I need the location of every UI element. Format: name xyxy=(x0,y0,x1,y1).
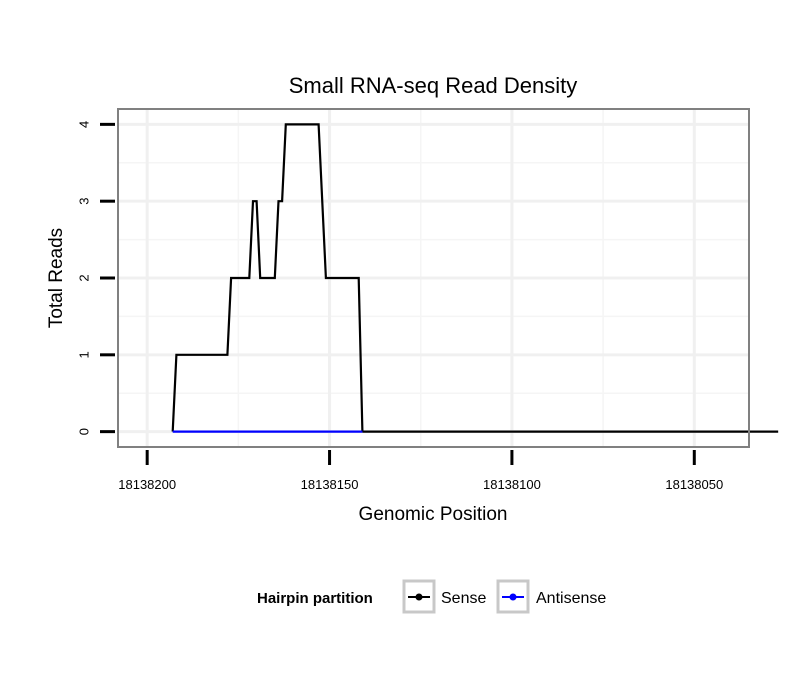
legend: Hairpin partition Sense Antisense xyxy=(257,579,606,614)
series-line-sense xyxy=(171,123,364,432)
x-tick-label: 18138100 xyxy=(483,477,541,492)
y-axis-label: Total Reads xyxy=(46,228,67,328)
y-tick-label: 0 xyxy=(76,428,91,435)
plot-border xyxy=(117,108,750,448)
series-lines xyxy=(171,123,779,433)
y-tick-label: 2 xyxy=(76,274,91,281)
y-axis: 0 1 2 3 4 xyxy=(76,121,115,435)
x-tick-label: 18138050 xyxy=(665,477,723,492)
x-tick-label: 18138200 xyxy=(118,477,176,492)
legend-label-antisense: Antisense xyxy=(536,590,606,607)
x-axis-label: Genomic Position xyxy=(359,504,508,525)
legend-item-sense: Sense xyxy=(402,579,486,614)
y-tick-label: 4 xyxy=(76,121,91,128)
legend-marker-antisense xyxy=(509,593,517,601)
y-tick-label: 1 xyxy=(76,351,91,358)
legend-item-antisense: Antisense xyxy=(496,579,606,614)
legend-title: Hairpin partition xyxy=(257,590,373,607)
legend-marker-sense xyxy=(415,593,423,601)
legend-label-sense: Sense xyxy=(441,590,486,607)
chart-title: Small RNA-seq Read Density xyxy=(289,73,578,98)
grid-lines xyxy=(118,109,749,447)
x-tick-label: 18138150 xyxy=(301,477,359,492)
y-tick-label: 3 xyxy=(76,198,91,205)
x-axis: 18138200 18138150 18138100 18138050 xyxy=(118,450,723,492)
